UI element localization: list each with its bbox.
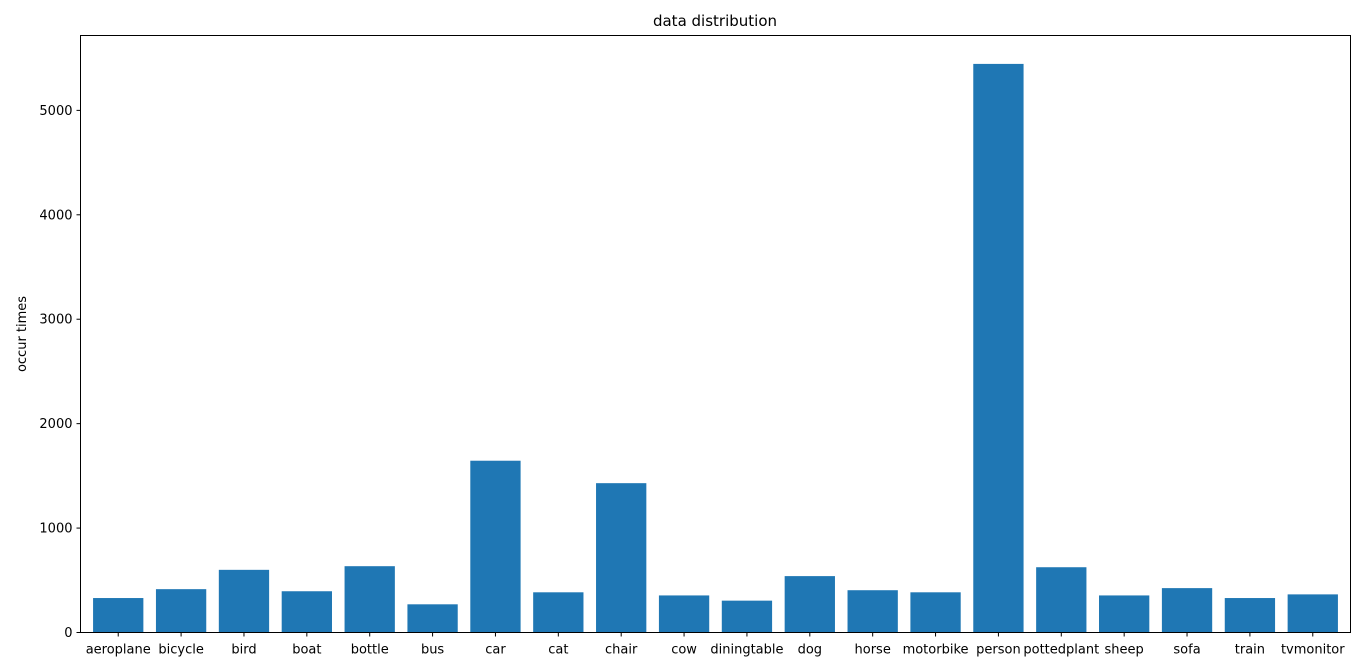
bar-dog [784,576,835,633]
bar-aeroplane [93,598,144,633]
y-axis-label: occur times [15,296,30,372]
bar-tvmonitor [1287,594,1338,633]
y-ticks-group: 0 1000 2000 3000 4000 5000 [39,104,81,641]
bar-cat [533,592,584,633]
x-tick-label: bus [421,643,444,658]
bar-bottle [344,566,395,633]
x-tick-label: horse [855,643,891,658]
x-tick-label: dog [798,643,822,658]
x-tick-label: bicycle [158,643,203,658]
x-tick-label: pottedplant [1023,643,1099,658]
bar-chair [596,483,647,633]
bar-boat [281,591,332,633]
y-tick-label: 2000 [39,417,72,432]
x-tick-label: boat [292,643,321,658]
y-tick-label: 4000 [39,208,72,223]
bar-car [470,460,521,633]
bar-sofa [1161,588,1213,633]
bar-cow [658,595,710,633]
x-tick-label: sheep [1105,643,1144,658]
y-tick-label: 5000 [39,104,72,119]
x-tick-label: bottle [351,643,389,658]
chart-title: data distribution [653,12,777,30]
x-tick-label: bird [231,643,256,658]
x-tick-label: motorbike [903,643,969,658]
bar-sheep [1099,595,1150,633]
bars-group [93,63,1338,633]
y-tick-label: 0 [64,626,72,641]
bar-bicycle [155,589,207,633]
x-tick-label: cat [548,643,568,658]
x-tick-label: person [976,643,1021,658]
x-tick-label: aeroplane [86,643,151,658]
plot-frame [80,35,1351,633]
x-ticks-group: aeroplane bicycle bird boat bottle bus car cat c… [86,632,1345,658]
x-tick-label: chair [605,643,638,658]
x-tick-label: tvmonitor [1281,643,1345,658]
bar-horse [847,590,898,633]
x-tick-label: diningtable [710,643,783,658]
x-tick-label: train [1235,643,1265,658]
bar-bus [407,604,458,633]
x-tick-label: car [485,643,506,658]
bar-diningtable [721,600,773,633]
x-tick-label: cow [671,643,697,658]
bar-pottedplant [1036,567,1087,633]
x-tick-label: sofa [1173,643,1200,658]
bar-train [1224,598,1276,633]
y-tick-label: 3000 [39,313,72,328]
bar-motorbike [910,592,961,633]
bar-bird [218,569,270,633]
y-tick-label: 1000 [39,522,72,537]
bar-person [973,63,1024,633]
